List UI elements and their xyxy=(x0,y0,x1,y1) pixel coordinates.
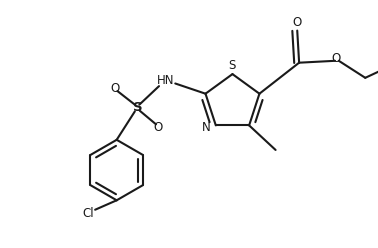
Text: N: N xyxy=(202,121,211,134)
Text: O: O xyxy=(331,52,341,65)
Text: O: O xyxy=(293,16,302,29)
Text: Cl: Cl xyxy=(82,207,94,220)
Text: O: O xyxy=(110,82,119,94)
Text: S: S xyxy=(228,59,235,72)
Text: S: S xyxy=(133,101,142,114)
Text: O: O xyxy=(153,121,163,134)
Text: HN: HN xyxy=(157,74,175,87)
